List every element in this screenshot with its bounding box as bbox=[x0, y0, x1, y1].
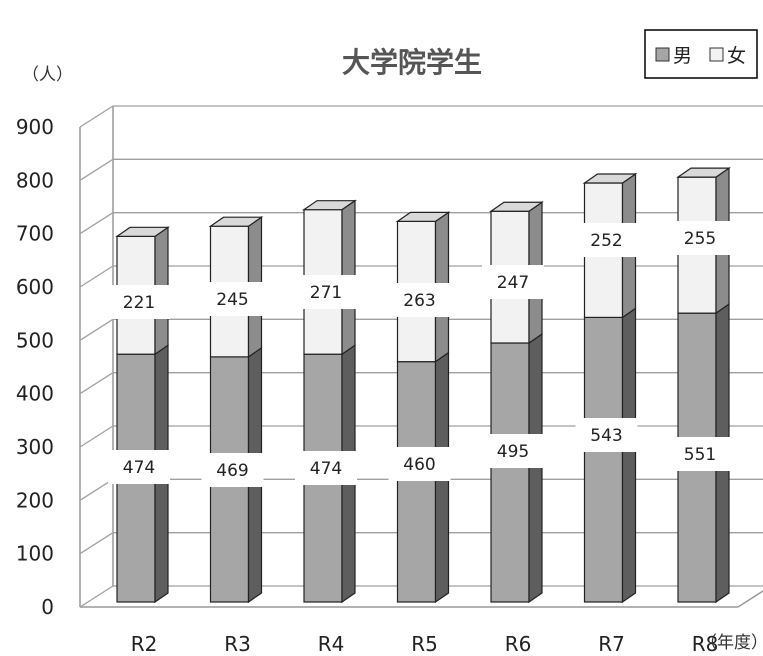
data-label-female-bg bbox=[669, 221, 731, 255]
data-label-female-bg bbox=[108, 285, 170, 319]
bar-top bbox=[302, 200, 357, 211]
data-label-male-bg bbox=[201, 453, 264, 487]
chart-title: 大学院学生 bbox=[342, 46, 482, 79]
gridline-400 bbox=[79, 372, 763, 395]
data-labels: 474 221 469 245 474 271 460 263 495 247 543 252 551 2… bbox=[108, 221, 731, 487]
x-category-label: R3 bbox=[224, 632, 251, 656]
y-tick-label: 700 bbox=[16, 222, 54, 246]
y-tick-label: 300 bbox=[16, 435, 54, 459]
gridline-600 bbox=[79, 265, 763, 288]
legend-swatch-female bbox=[709, 47, 724, 62]
gridline-100 bbox=[79, 532, 763, 555]
gridline-900 bbox=[79, 105, 763, 128]
data-label-female-bg bbox=[388, 283, 451, 317]
bars bbox=[115, 166, 731, 604]
data-label-female-bg bbox=[575, 223, 638, 257]
data-label-male: 543 bbox=[590, 426, 622, 446]
y-tick-label: 600 bbox=[16, 275, 54, 299]
y-tick-label: 400 bbox=[16, 382, 54, 406]
gridline-300 bbox=[79, 425, 763, 448]
x-category-label: R8 bbox=[692, 632, 719, 656]
data-label-female: 221 bbox=[123, 293, 155, 313]
legend-label-male: 男 bbox=[673, 45, 692, 67]
data-label-female: 247 bbox=[497, 273, 529, 293]
bar-top bbox=[115, 226, 170, 237]
y-tick-label: 900 bbox=[16, 115, 54, 139]
bar-top bbox=[676, 167, 731, 178]
data-label-female: 252 bbox=[590, 231, 622, 251]
data-label-male-bg bbox=[575, 418, 638, 452]
data-label-female: 271 bbox=[310, 283, 342, 303]
floor-right-edge bbox=[737, 590, 763, 608]
data-label-male-bg bbox=[295, 451, 357, 485]
y-tick-label: 800 bbox=[16, 168, 54, 192]
x-category-label: R6 bbox=[505, 632, 532, 656]
bar-top bbox=[208, 216, 264, 227]
y-tick-label: 200 bbox=[16, 488, 54, 512]
data-label-female: 255 bbox=[684, 229, 716, 249]
data-label-female-bg bbox=[201, 282, 264, 316]
chart-walls bbox=[79, 106, 763, 608]
data-label-male: 474 bbox=[310, 459, 342, 479]
data-label-male: 551 bbox=[684, 445, 716, 465]
x-category-label: R4 bbox=[318, 632, 345, 656]
bar-male-side bbox=[621, 307, 637, 604]
data-label-male: 474 bbox=[123, 458, 155, 478]
data-label-male-bg bbox=[108, 450, 170, 484]
x-axis-unit-label: （年度） bbox=[700, 633, 763, 653]
bar-top bbox=[489, 201, 544, 212]
grid-lines bbox=[79, 105, 763, 608]
y-axis-unit-label: （人） bbox=[22, 65, 73, 85]
data-label-male: 460 bbox=[403, 455, 435, 475]
legend: 男 女 bbox=[644, 29, 758, 79]
gridline-700 bbox=[79, 212, 763, 235]
bar-male-front bbox=[583, 316, 624, 603]
data-label-female-bg bbox=[295, 275, 357, 309]
data-label-male: 495 bbox=[497, 442, 529, 462]
gridline-0 bbox=[79, 585, 763, 608]
gridline-800 bbox=[79, 158, 763, 181]
legend-label-female: 女 bbox=[727, 45, 746, 67]
bar-top bbox=[395, 211, 451, 222]
y-tick-label: 100 bbox=[16, 542, 54, 566]
y-tick-label: 0 bbox=[41, 595, 54, 619]
data-label-female: 263 bbox=[403, 291, 435, 311]
data-label-male-bg bbox=[669, 437, 731, 471]
x-category-label: R5 bbox=[411, 632, 438, 656]
data-label-female-bg bbox=[482, 265, 544, 299]
data-label-male-bg bbox=[482, 434, 544, 468]
bar-top bbox=[582, 173, 638, 184]
bar-male-front bbox=[396, 361, 437, 603]
legend-swatch-male bbox=[655, 47, 670, 62]
y-tick-label: 500 bbox=[16, 328, 54, 352]
data-label-female: 245 bbox=[216, 290, 248, 310]
x-category-label: R2 bbox=[131, 632, 158, 656]
data-label-male: 469 bbox=[216, 461, 248, 481]
bar-male-front bbox=[490, 342, 530, 603]
y-axis-ticks: 0 100 200 300 400 500 600 700 800 900 bbox=[16, 115, 54, 619]
x-axis-categories: R2 R3 R4 R5 R6 R7 R8 bbox=[131, 632, 719, 656]
data-label-male-bg bbox=[388, 447, 451, 481]
x-category-label: R7 bbox=[598, 632, 625, 656]
gridline-500 bbox=[79, 318, 763, 341]
